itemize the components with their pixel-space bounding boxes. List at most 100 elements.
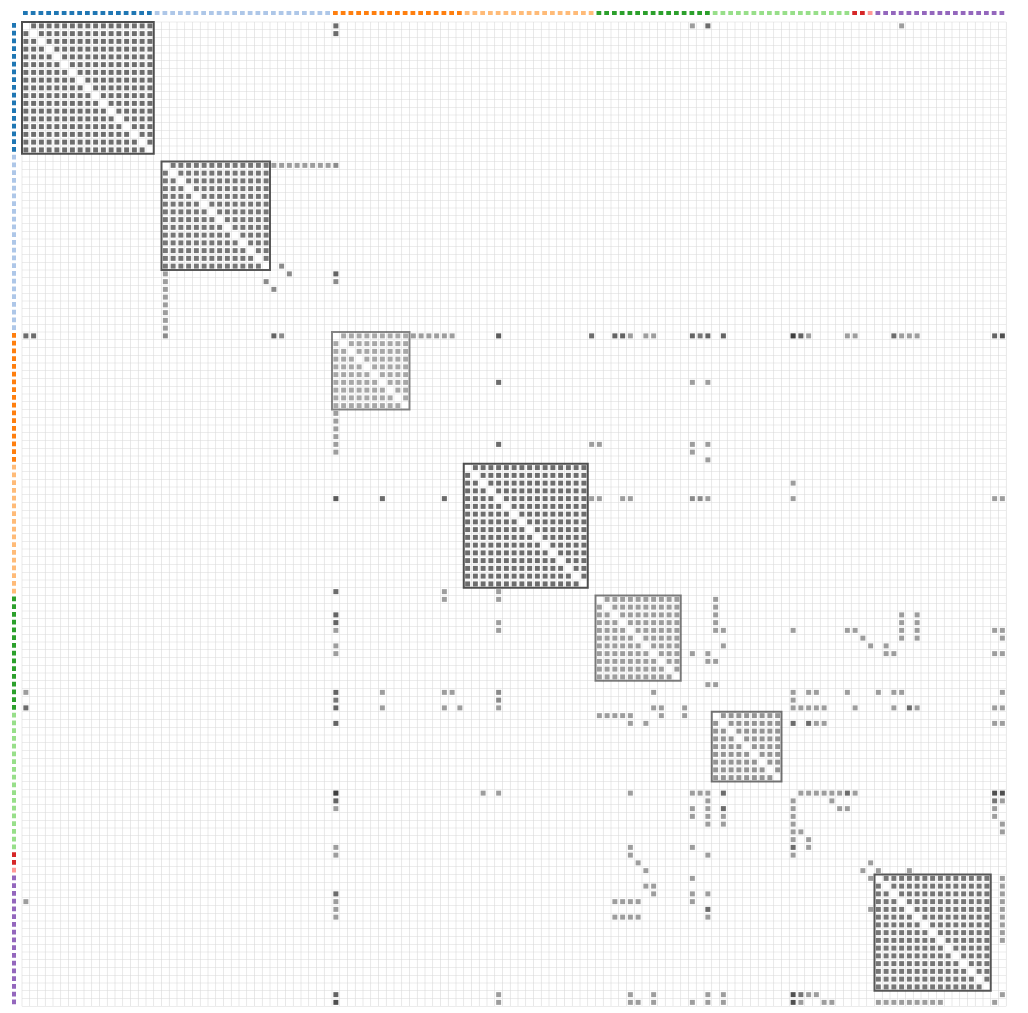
- cell: [100, 131, 106, 137]
- cell: [635, 674, 641, 680]
- cell: [100, 139, 106, 145]
- cell: [837, 790, 843, 796]
- group-marker: [240, 11, 245, 15]
- cell: [689, 333, 695, 339]
- cell: [767, 775, 773, 781]
- group-marker: [12, 178, 16, 183]
- cell: [720, 759, 726, 765]
- cell: [54, 100, 60, 106]
- cell: [767, 728, 773, 734]
- cell: [131, 38, 137, 44]
- cell: [852, 333, 858, 339]
- cell: [108, 131, 114, 137]
- cell: [930, 891, 936, 897]
- cell: [643, 635, 649, 641]
- group-marker: [12, 953, 16, 958]
- group-marker: [891, 11, 896, 15]
- cell: [302, 162, 308, 168]
- group-marker: [340, 11, 346, 15]
- cell: [604, 627, 610, 633]
- cell: [542, 558, 548, 564]
- cell: [767, 713, 773, 719]
- cell: [519, 542, 525, 548]
- cell: [565, 527, 571, 533]
- cell: [496, 503, 502, 509]
- group-marker: [92, 11, 98, 15]
- group-marker: [12, 30, 16, 36]
- cell: [720, 790, 726, 796]
- cell: [883, 968, 889, 974]
- group-marker: [557, 11, 563, 15]
- cell: [38, 69, 44, 75]
- cell: [542, 511, 548, 517]
- cell: [589, 333, 595, 339]
- cell: [147, 46, 153, 52]
- cell: [248, 232, 254, 238]
- cell: [550, 496, 556, 502]
- cell: [899, 937, 905, 943]
- cell: [984, 945, 990, 951]
- cell: [999, 992, 1005, 998]
- cell: [643, 883, 649, 889]
- cell: [821, 720, 827, 726]
- cell: [705, 379, 711, 385]
- cell: [651, 666, 657, 672]
- group-marker: [371, 11, 377, 15]
- cell: [77, 116, 83, 122]
- cell: [100, 23, 106, 29]
- cell: [38, 23, 44, 29]
- cell: [263, 279, 269, 285]
- group-marker: [953, 11, 958, 15]
- cell: [178, 186, 184, 192]
- cell: [899, 875, 905, 881]
- cell: [131, 116, 137, 122]
- cell: [519, 503, 525, 509]
- cell: [85, 108, 91, 114]
- cell: [519, 558, 525, 564]
- cell: [77, 31, 83, 37]
- cell: [736, 767, 742, 773]
- cell: [798, 790, 804, 796]
- group-marker: [12, 759, 16, 764]
- cell: [62, 77, 68, 83]
- cell: [217, 170, 223, 176]
- cell: [534, 573, 540, 579]
- group-marker: [12, 364, 16, 369]
- cell: [705, 790, 711, 796]
- cell: [85, 124, 91, 130]
- cell: [232, 224, 238, 230]
- cell: [883, 945, 889, 951]
- cell: [403, 395, 409, 401]
- cell: [116, 139, 122, 145]
- cell: [999, 705, 1005, 711]
- cell: [201, 162, 207, 168]
- cell: [186, 224, 192, 230]
- cell: [488, 465, 494, 471]
- cell: [883, 937, 889, 943]
- cell: [604, 635, 610, 641]
- cell: [108, 139, 114, 145]
- cell: [542, 465, 548, 471]
- cell: [116, 147, 122, 153]
- cell: [829, 790, 835, 796]
- cell: [875, 961, 881, 967]
- cell: [162, 209, 168, 215]
- cell: [333, 643, 339, 649]
- cell: [100, 116, 106, 122]
- cell: [899, 953, 905, 959]
- group-marker: [12, 968, 16, 974]
- cell: [85, 23, 91, 29]
- cell: [116, 100, 122, 106]
- cell: [279, 263, 285, 269]
- group-marker: [317, 11, 323, 15]
- cell: [162, 325, 168, 331]
- cell: [496, 519, 502, 525]
- cell: [573, 519, 579, 525]
- cell: [844, 806, 850, 812]
- cell: [379, 387, 385, 393]
- cell: [93, 85, 99, 91]
- cell: [23, 147, 29, 153]
- cell: [85, 62, 91, 68]
- cell: [953, 914, 959, 920]
- group-marker: [836, 11, 842, 15]
